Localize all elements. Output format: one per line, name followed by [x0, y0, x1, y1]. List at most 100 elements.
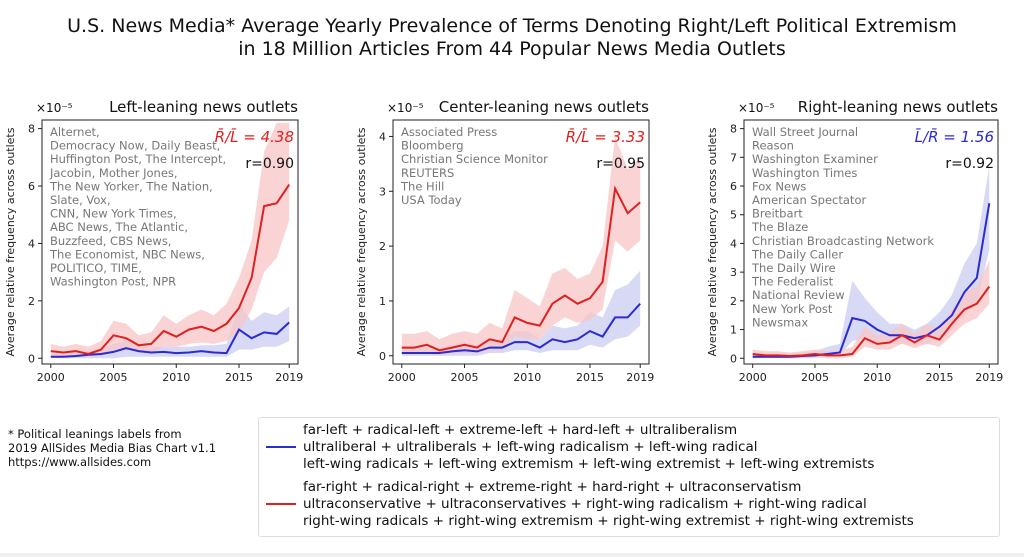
x-tick-label: 2015: [925, 371, 953, 384]
axis-multiplier: ×10⁻⁵: [387, 101, 424, 115]
outlet-name: Associated Press: [401, 125, 497, 139]
y-tick-label: 1: [379, 295, 386, 308]
footnote-url: https://www.allsides.com: [8, 455, 152, 469]
x-tick-label: 2019: [626, 371, 654, 384]
ratio-label: R̄/L̄ = 4.38: [215, 127, 294, 146]
series-line-left: [401, 303, 641, 354]
x-tick-label: 2000: [739, 371, 767, 384]
left-leaning-panel: Alternet,Democracy Now, Daily Beast,Huff…: [4, 98, 303, 384]
outlet-name: The New Yorker, The Nation,: [49, 179, 213, 193]
y-tick-label: 8: [730, 123, 737, 136]
chart-title-line2: in 18 Million Articles From 44 Popular N…: [238, 38, 786, 60]
correlation-label: r=0.92: [945, 156, 994, 172]
outlet-name: ABC News, The Atlantic,: [50, 220, 188, 234]
plot-frame: [392, 119, 650, 365]
series-line-right: [50, 184, 291, 356]
y-tick-label: 1: [730, 324, 737, 337]
axis-multiplier: ×10⁻⁵: [738, 101, 775, 115]
bottom-edge: [0, 553, 1024, 557]
y-tick-label: 2: [730, 295, 737, 308]
outlet-name: USA Today: [401, 193, 462, 207]
y-tick-label: 7: [730, 151, 737, 164]
legend-swatch-left: [266, 446, 296, 448]
outlet-name: CNN, New York Times,: [50, 207, 177, 221]
x-tick-label: 2005: [100, 371, 128, 384]
outlet-name: Christian Science Monitor: [401, 152, 548, 166]
series-line-left: [50, 321, 290, 358]
y-tick-label: 8: [28, 123, 35, 136]
outlet-name: Washington Post, NPR: [50, 275, 176, 289]
correlation-label: r=0.95: [596, 156, 645, 172]
ratio-label: R̄/L̄ = 3.33: [566, 127, 645, 146]
plot-frame: [41, 119, 299, 365]
outlet-name: Fox News: [752, 179, 806, 193]
y-tick-label: 3: [730, 266, 737, 279]
x-tick-label: 2000: [37, 371, 65, 384]
outlet-name: Washington Examiner: [752, 152, 878, 166]
x-tick-label: 2010: [162, 371, 190, 384]
legend-text-left-1: far-left + radical-left + extreme-left +…: [303, 422, 738, 438]
y-tick-label: 6: [730, 180, 737, 193]
outlet-name: Alternet,: [50, 125, 100, 139]
legend: far-left + radical-left + extreme-left +…: [258, 417, 1000, 537]
series-line-right: [752, 285, 991, 358]
outlet-name: Democracy Now, Daily Beast,: [50, 139, 220, 153]
footnote: * Political leanings labels from 2019 Al…: [8, 427, 216, 469]
legend-text-right-3: right-wing radicals + right-wing extremi…: [303, 513, 914, 529]
outlet-name: New York Post: [752, 302, 833, 316]
confidence-band-right: [50, 122, 290, 357]
x-tick-label: 2019: [975, 371, 1003, 384]
x-tick-label: 2015: [576, 371, 604, 384]
legend-text-right-1: far-right + radical-right + extreme-righ…: [303, 479, 802, 495]
outlet-name: Reason: [752, 139, 794, 153]
outlet-name: POLITICO, TIME,: [50, 261, 142, 275]
outlet-name: The Economist, NBC News,: [49, 247, 205, 261]
y-tick-label: 3: [379, 185, 386, 198]
confidence-band-left: [752, 165, 990, 359]
y-axis-label: Average relative frequency across outlet…: [355, 127, 368, 356]
outlet-name: Slate, Vox,: [50, 193, 111, 207]
y-tick-label: 0: [730, 352, 737, 365]
footnote-line: * Political leanings labels from: [8, 427, 182, 441]
panel-title: Left-leaning news outlets: [109, 98, 298, 116]
confidence-band-left: [401, 270, 641, 356]
outlet-name: Buzzfeed, CBS News,: [50, 234, 171, 248]
confidence-band-left: [50, 303, 290, 359]
plot-frame: [743, 119, 999, 365]
axis-multiplier: ×10⁻⁵: [36, 101, 73, 115]
legend-swatch-right: [266, 503, 296, 505]
correlation-label: r=0.90: [245, 156, 294, 172]
outlet-name: REUTERS: [401, 166, 454, 180]
panel-title: Center-leaning news outlets: [439, 98, 649, 116]
y-axis-label: Average relative frequency across outlet…: [4, 127, 17, 356]
legend-text-right-2: ultraconservative + ultraconservatives +…: [303, 496, 867, 512]
x-tick-label: 2010: [863, 371, 891, 384]
legend-text-left-2: ultraliberal + ultraliberals + left-wing…: [303, 439, 758, 455]
outlet-name: Breitbart: [752, 207, 803, 221]
outlet-name: Wall Street Journal: [752, 125, 858, 139]
x-tick-label: 2019: [275, 371, 303, 384]
x-tick-label: 2005: [451, 371, 479, 384]
outlet-name: The Hill: [400, 179, 444, 193]
y-tick-label: 6: [28, 180, 35, 193]
outlet-name: Newsmax: [752, 315, 808, 329]
outlet-name: The Daily Caller: [751, 247, 843, 261]
outlet-name: National Review: [752, 288, 845, 302]
x-tick-label: 2000: [388, 371, 416, 384]
x-tick-label: 2010: [513, 371, 541, 384]
outlet-name: Huffington Post, The Intercept,: [50, 152, 226, 166]
y-axis-label: Average relative frequency across outlet…: [706, 127, 719, 356]
x-tick-label: 2005: [801, 371, 829, 384]
y-tick-label: 2: [28, 295, 35, 308]
y-tick-label: 4: [379, 130, 386, 143]
footnote-line: 2019 AllSides Media Bias Chart v1.1: [8, 441, 217, 455]
x-tick-label: 2015: [225, 371, 253, 384]
y-tick-label: 4: [730, 237, 737, 250]
outlet-name: Jacobin, Mother Jones,: [49, 166, 178, 180]
y-tick-label: 5: [730, 209, 737, 222]
y-tick-label: 4: [28, 237, 35, 250]
outlet-name: American Spectator: [752, 193, 866, 207]
outlet-name: The Blaze: [751, 220, 808, 234]
